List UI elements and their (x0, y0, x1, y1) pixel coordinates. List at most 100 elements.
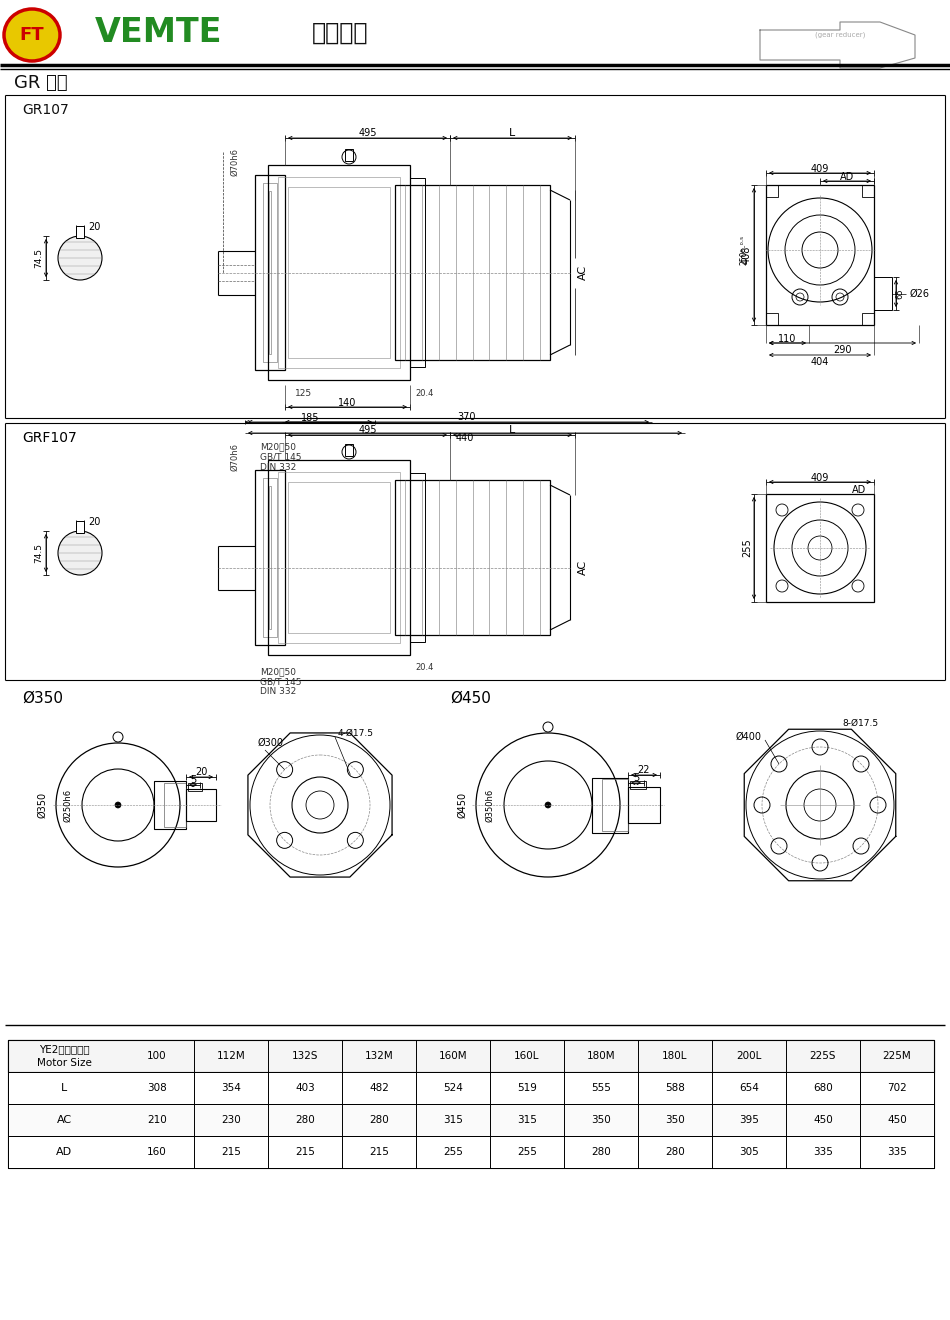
Bar (345, 444, 353, 455)
Text: 409: 409 (810, 473, 829, 483)
Text: 4-Ø17.5: 4-Ø17.5 (338, 729, 374, 738)
Text: 132S: 132S (292, 1051, 318, 1061)
Text: Ø70h6: Ø70h6 (230, 444, 239, 471)
Text: 280: 280 (591, 1147, 611, 1158)
Circle shape (58, 236, 102, 280)
Text: Motor Size: Motor Size (36, 1059, 91, 1068)
Text: 20.4: 20.4 (415, 664, 433, 672)
Text: Ø350: Ø350 (22, 690, 63, 705)
Text: 210: 210 (147, 1115, 167, 1125)
Text: Ø70h6: Ø70h6 (230, 148, 239, 176)
Bar (345, 149, 353, 161)
Text: GB/T 145: GB/T 145 (260, 677, 301, 686)
Text: 680: 680 (813, 1082, 833, 1093)
Text: 225S: 225S (809, 1051, 836, 1061)
Text: 180M: 180M (587, 1051, 616, 1061)
Bar (164, 783, 186, 828)
Bar (766, 185, 778, 197)
Text: 354: 354 (221, 1082, 241, 1093)
Bar (8, 1040, 934, 1072)
Bar (278, 177, 400, 368)
Text: 225M: 225M (883, 1051, 911, 1061)
Bar (395, 480, 550, 635)
Text: 215: 215 (295, 1147, 315, 1158)
Text: 125: 125 (295, 388, 313, 397)
Text: 160: 160 (147, 1147, 167, 1158)
Text: 440: 440 (456, 433, 474, 444)
Text: Ø300: Ø300 (258, 738, 284, 748)
Text: 减速电机: 减速电机 (312, 21, 369, 45)
Text: 230: 230 (221, 1115, 241, 1125)
Text: 555: 555 (591, 1082, 611, 1093)
Bar (186, 789, 216, 821)
Text: 20: 20 (87, 517, 100, 527)
Text: 74.5: 74.5 (34, 248, 44, 268)
Text: 702: 702 (887, 1082, 907, 1093)
Text: 215: 215 (369, 1147, 389, 1158)
Bar (255, 470, 285, 645)
Bar (766, 313, 778, 325)
Text: Ø450: Ø450 (457, 792, 467, 818)
Text: 350: 350 (591, 1115, 611, 1125)
Bar (592, 777, 628, 833)
Text: 450: 450 (887, 1115, 907, 1125)
Text: 280: 280 (295, 1115, 314, 1125)
Text: FT: FT (20, 26, 45, 44)
Text: 519: 519 (517, 1082, 537, 1093)
Text: AC: AC (578, 560, 588, 576)
Ellipse shape (4, 9, 60, 61)
Text: 5: 5 (633, 774, 639, 783)
Text: 482: 482 (369, 1082, 389, 1093)
Text: 335: 335 (813, 1147, 833, 1158)
Text: 100: 100 (147, 1051, 167, 1061)
Circle shape (545, 803, 551, 808)
Text: 395: 395 (739, 1115, 759, 1125)
Text: 450: 450 (813, 1115, 833, 1125)
Text: 255: 255 (443, 1147, 463, 1158)
Text: 350: 350 (665, 1115, 685, 1125)
Text: 408: 408 (742, 246, 752, 264)
Bar (154, 781, 186, 829)
Text: L: L (509, 128, 516, 139)
Bar (8, 1137, 934, 1168)
Text: 20: 20 (195, 767, 207, 777)
Text: DIN 332: DIN 332 (260, 462, 296, 471)
Text: 315: 315 (443, 1115, 463, 1125)
Bar (410, 178, 425, 367)
Text: 110: 110 (778, 334, 797, 345)
Bar (278, 473, 400, 643)
Bar (602, 779, 628, 832)
Text: Ø350h6: Ø350h6 (485, 788, 495, 821)
Bar (263, 478, 277, 638)
Text: 409: 409 (810, 164, 829, 174)
Bar (288, 482, 390, 634)
Text: Ø400: Ø400 (736, 733, 762, 742)
Text: 370: 370 (458, 412, 476, 422)
Bar (268, 459, 410, 655)
Text: 335: 335 (887, 1147, 907, 1158)
Bar (8, 1104, 934, 1137)
Text: 200L: 200L (736, 1051, 762, 1061)
Text: DIN 332: DIN 332 (260, 688, 296, 697)
Bar (862, 185, 874, 197)
Text: 5: 5 (190, 775, 196, 785)
Text: GR 系列: GR 系列 (14, 74, 67, 92)
Text: 308: 308 (147, 1082, 167, 1093)
Text: 65: 65 (896, 288, 904, 298)
Text: AC: AC (56, 1115, 71, 1125)
Text: 588: 588 (665, 1082, 685, 1093)
Text: VEMTE: VEMTE (95, 16, 222, 49)
Circle shape (115, 803, 121, 808)
Text: 404: 404 (810, 356, 829, 367)
Text: L: L (509, 425, 516, 436)
Bar (410, 473, 425, 642)
Text: 315: 315 (517, 1115, 537, 1125)
Text: 250⁰₋⁰·⁵: 250⁰₋⁰·⁵ (739, 235, 749, 265)
Text: 290: 290 (833, 345, 852, 355)
Bar (263, 183, 277, 362)
Text: AD: AD (840, 172, 854, 182)
Text: 280: 280 (665, 1147, 685, 1158)
Text: 524: 524 (443, 1082, 463, 1093)
Text: AD: AD (56, 1147, 72, 1158)
Text: 403: 403 (295, 1082, 314, 1093)
